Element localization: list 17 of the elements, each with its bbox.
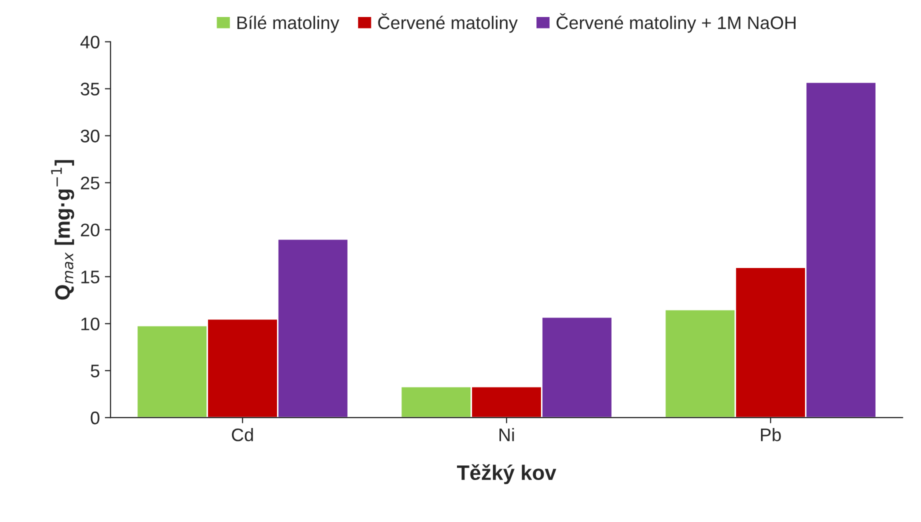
y-tick-label: 15 [81,270,100,284]
y-tick-label: 35 [80,82,100,96]
x-axis-title: Těžký kov [456,464,556,484]
x-tick-label: Pb [761,428,781,442]
y-tick-label: 10 [81,318,100,330]
legend-label: Červené matoliny + 1M NaOH [556,13,796,33]
y-tick-label: 40 [80,36,100,48]
y-tick-label: 0 [90,412,100,424]
x-tick-label: Cd [232,428,253,442]
legend-label: Bílé matoliny [237,16,340,33]
y-tick-label: 30 [80,130,100,142]
x-tick-label: Ni [500,428,514,442]
y-tick-label: 25 [80,176,100,190]
y-tick-label: 5 [90,364,100,378]
y-axis-title: Q$_{max}$ [mg·g$^{−1}$] [51,160,74,300]
y-tick-label: 20 [80,224,100,236]
legend-label: Červené matoliny [378,13,518,33]
